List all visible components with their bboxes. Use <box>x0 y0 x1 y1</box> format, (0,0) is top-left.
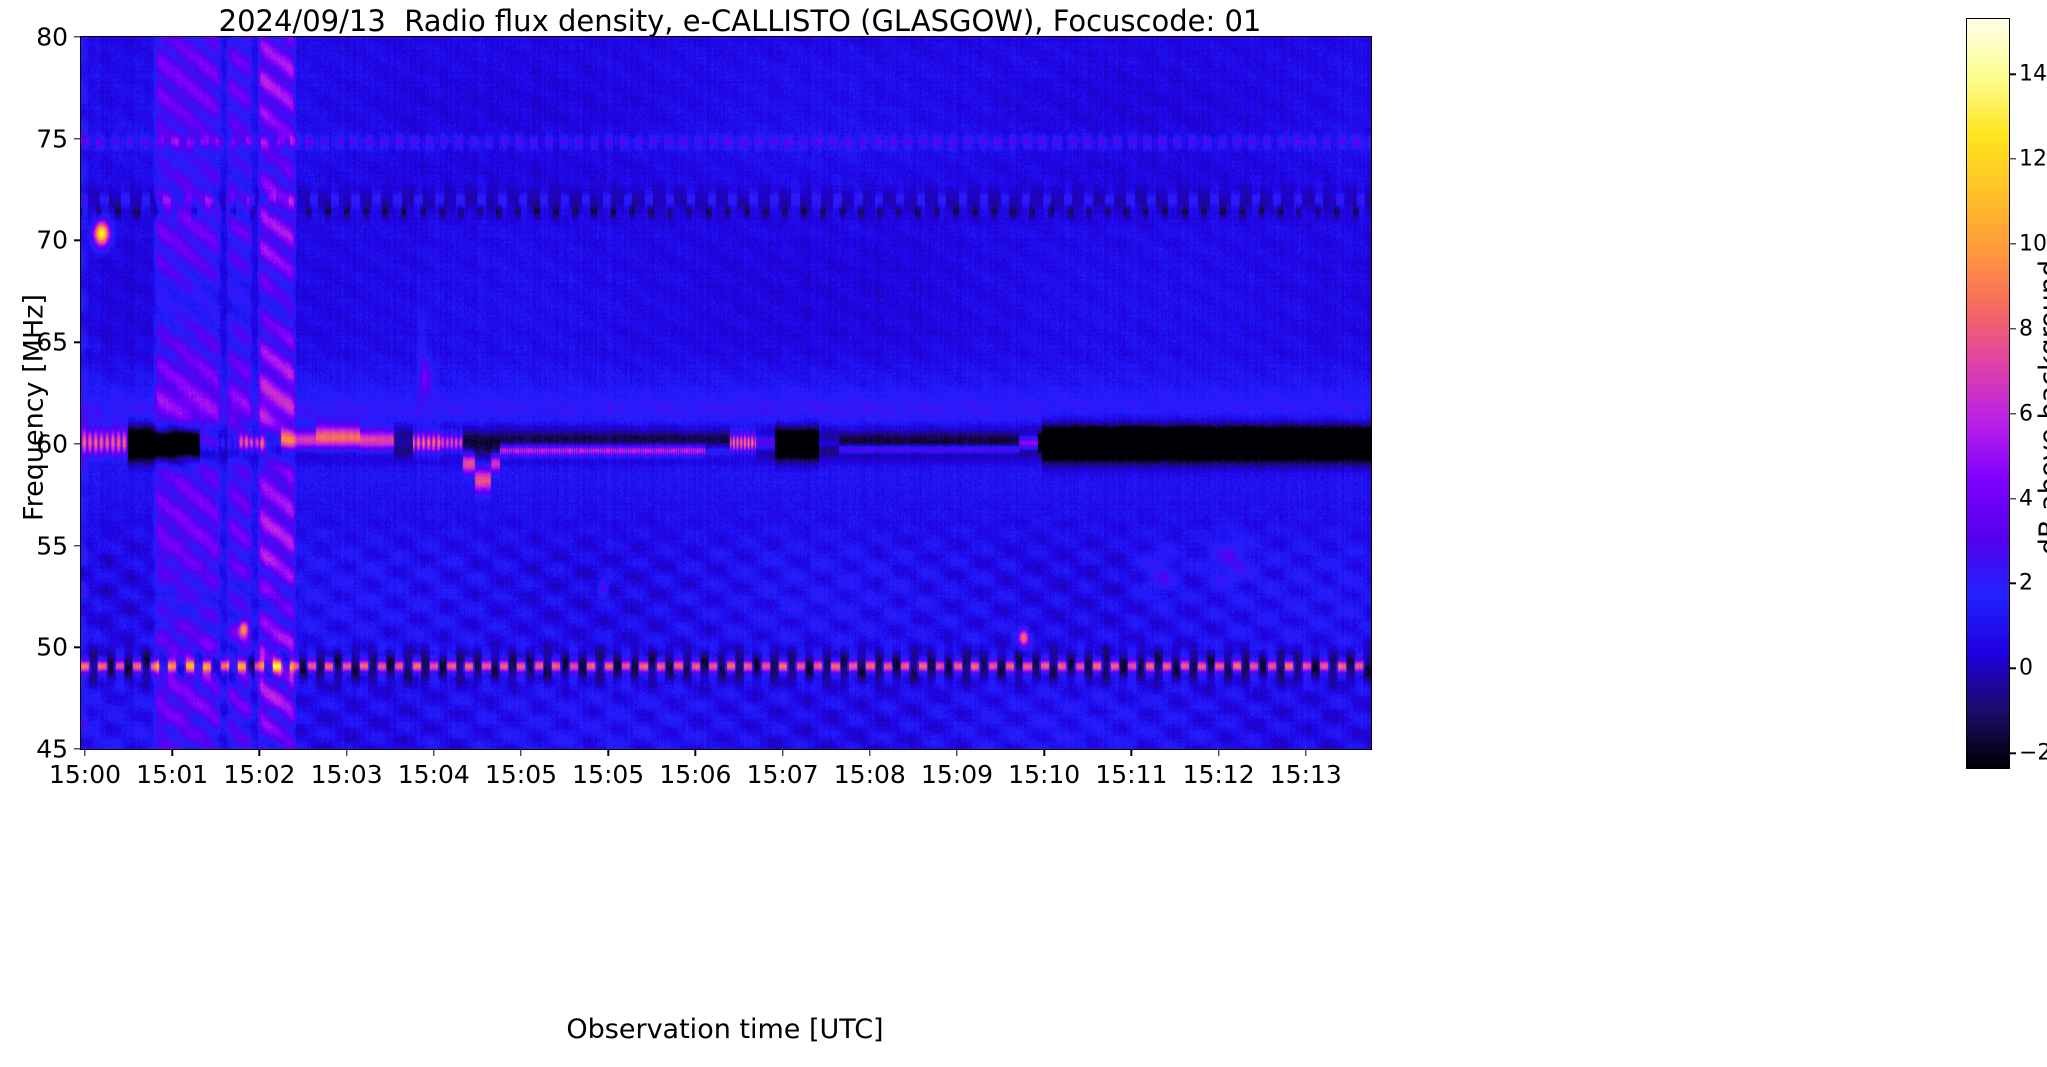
x-tick-mark <box>1130 749 1133 756</box>
y-tick-label: 45 <box>36 734 68 764</box>
x-tick-label: 15:09 <box>920 760 994 789</box>
y-tick-label: 60 <box>36 429 68 459</box>
colorbar-tick-label: 6 <box>2019 401 2033 427</box>
colorbar-tick-label: 4 <box>2019 486 2033 512</box>
y-tick-mark <box>74 443 81 445</box>
colorbar-tick-label: 10 <box>2019 231 2047 257</box>
x-tick-label: 15:03 <box>310 760 383 789</box>
x-tick-mark <box>345 749 348 756</box>
x-tick-label: 15:00 <box>48 760 122 789</box>
y-tick-mark <box>74 138 81 140</box>
y-tick-mark <box>74 36 81 38</box>
colorbar-tick-mark <box>2009 752 2016 754</box>
colorbar-tick-mark <box>2009 328 2016 330</box>
x-tick-mark <box>84 749 86 756</box>
colorbar-tick-mark <box>2009 73 2016 75</box>
y-tick-label: 55 <box>36 531 68 561</box>
x-tick-label: 15:04 <box>397 760 470 789</box>
x-tick-mark <box>1043 749 1045 756</box>
y-tick-label: 70 <box>36 225 68 255</box>
x-tick-label: 15:08 <box>833 760 906 789</box>
colorbar-tick-mark <box>2009 158 2016 160</box>
spectrogram-plot-area <box>80 36 1372 750</box>
y-tick-mark <box>74 341 81 343</box>
colorbar-gradient <box>1967 19 2009 768</box>
colorbar-tick-label: −2 <box>2019 740 2047 766</box>
x-tick-mark <box>956 749 958 756</box>
x-tick-mark <box>869 749 871 756</box>
colorbar-tick-mark <box>2009 243 2016 245</box>
colorbar-label: dB above background <box>2034 259 2047 556</box>
colorbar-tick-label: 0 <box>2019 655 2033 681</box>
colorbar-tick-label: 8 <box>2019 316 2033 342</box>
x-tick-mark <box>1217 749 1220 756</box>
x-tick-label: 15:01 <box>136 760 209 789</box>
x-tick-label: 15:13 <box>1269 760 1342 789</box>
y-tick-mark <box>74 239 81 242</box>
y-tick-mark <box>74 646 81 648</box>
y-tick-label: 50 <box>36 632 68 662</box>
colorbar-tick-label: 12 <box>2019 146 2047 172</box>
colorbar-tick-mark <box>2009 412 2016 415</box>
colorbar <box>1966 18 2010 769</box>
x-tick-mark <box>607 749 609 756</box>
x-tick-mark <box>781 749 784 756</box>
figure-title: 2024/09/13 Radio flux density, e-CALLIST… <box>218 4 1262 38</box>
x-tick-label: 15:05 <box>484 760 558 789</box>
x-tick-label: 15:02 <box>223 760 296 789</box>
x-axis-label: Observation time [UTC] <box>566 1014 884 1045</box>
x-tick-mark <box>694 749 697 756</box>
x-tick-mark <box>1305 749 1307 756</box>
colorbar-tick-label: 2 <box>2019 570 2033 596</box>
x-tick-label: 15:10 <box>1008 760 1081 789</box>
x-tick-mark <box>520 749 522 756</box>
x-tick-label: 15:06 <box>659 760 732 789</box>
x-tick-mark <box>433 749 435 756</box>
y-tick-label: 65 <box>36 327 68 357</box>
x-tick-label: 15:07 <box>746 760 819 789</box>
spectrogram-image <box>81 37 1371 749</box>
x-tick-mark <box>258 749 261 756</box>
y-tick-label: 75 <box>36 124 68 154</box>
colorbar-tick-mark <box>2009 497 2016 500</box>
y-tick-mark <box>74 748 81 750</box>
y-tick-label: 80 <box>36 22 68 52</box>
colorbar-tick-mark <box>2009 582 2016 585</box>
x-tick-label: 15:11 <box>1095 760 1168 789</box>
x-tick-label: 15:05 <box>572 760 645 789</box>
colorbar-tick-label: 14 <box>2019 61 2047 87</box>
y-tick-mark <box>74 544 81 547</box>
x-tick-mark <box>171 749 173 756</box>
colorbar-tick-mark <box>2009 667 2016 669</box>
x-tick-label: 15:12 <box>1182 760 1255 789</box>
